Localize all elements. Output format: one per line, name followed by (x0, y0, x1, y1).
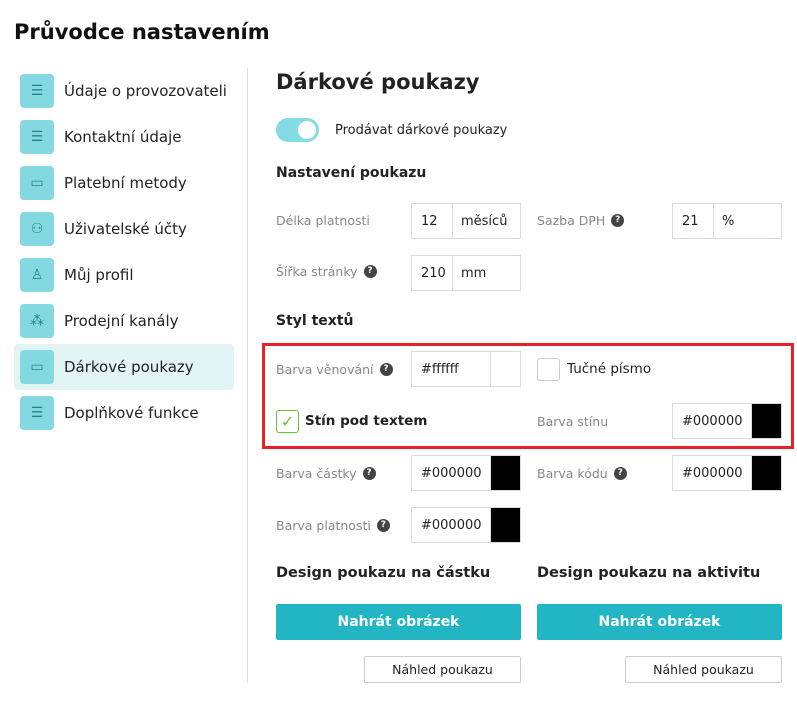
amount-color-field[interactable]: #000000 (411, 455, 521, 491)
shadow-color-label: Barva stínu (537, 414, 609, 429)
validity-color-field[interactable]: #000000 (411, 507, 521, 543)
color-swatch[interactable] (490, 508, 520, 542)
sidebar-item-label: Kontaktní údaje (64, 128, 182, 146)
sidebar-item-label: Platební metody (64, 174, 187, 192)
user-icon: ♙ (20, 258, 54, 292)
sidebar-item-label: Prodejní kanály (64, 312, 179, 330)
sidebar-item-label: Můj profil (64, 266, 134, 284)
text-shadow-checkbox[interactable]: ✓ (276, 410, 299, 433)
sidebar-item[interactable]: ▭ Platební metody (14, 160, 234, 206)
check-icon: ✓ (280, 412, 295, 431)
help-icon[interactable]: ? (363, 265, 377, 278)
wallet-icon: ▭ (20, 166, 54, 200)
validity-color-label: Barva platnosti? (276, 518, 390, 533)
highlight-box (262, 343, 794, 449)
vat-field[interactable]: 21% (672, 203, 782, 239)
preview-activity-button[interactable]: Náhled poukazu (625, 656, 782, 683)
sidebar-item[interactable]: ⁂ Prodejní kanály (14, 298, 234, 344)
bold-font-checkbox[interactable] (537, 358, 560, 381)
wallet-icon: ▭ (20, 350, 54, 384)
help-icon[interactable]: ? (379, 363, 393, 376)
page-title: Průvodce nastavením (14, 20, 270, 44)
sell-vouchers-label: Prodávat dárkové poukazy (335, 123, 508, 138)
sidebar-item[interactable]: ▭ Dárkové poukazy (14, 344, 234, 390)
sidebar-item-label: Dárkové poukazy (64, 358, 194, 376)
color-swatch[interactable] (490, 352, 520, 386)
settings-sliders-icon: ☰ (20, 120, 54, 154)
validity-field[interactable]: 12 měsíců (411, 203, 521, 239)
upload-activity-button[interactable]: Nahrát obrázek (537, 604, 782, 640)
settings-sliders-icon: ☰ (20, 74, 54, 108)
sidebar-item-label: Doplňkové funkce (64, 404, 199, 422)
design-amount-heading: Design poukazu na částku (276, 565, 491, 581)
color-swatch[interactable] (751, 456, 781, 490)
help-icon[interactable]: ? (362, 467, 376, 480)
style-heading: Styl textů (276, 313, 354, 329)
help-icon[interactable]: ? (613, 467, 627, 480)
design-activity-heading: Design poukazu na aktivitu (537, 565, 761, 581)
network-icon: ⁂ (20, 304, 54, 338)
preview-amount-button[interactable]: Náhled poukazu (364, 656, 521, 683)
upload-amount-button[interactable]: Nahrát obrázek (276, 604, 521, 640)
shadow-color-field[interactable]: #000000 (672, 403, 782, 439)
code-color-field[interactable]: #000000 (672, 455, 782, 491)
page-width-label: Šířka stránky? (276, 264, 377, 279)
divider (247, 68, 248, 683)
sidebar-item[interactable]: ☰ Kontaktní údaje (14, 114, 234, 160)
help-icon[interactable]: ? (376, 519, 390, 532)
bold-font-label: Tučné písmo (567, 361, 652, 377)
amount-color-label: Barva částky? (276, 466, 376, 481)
sidebar-item[interactable]: ⚇ Uživatelské účty (14, 206, 234, 252)
help-icon[interactable]: ? (611, 214, 625, 227)
sidebar-item[interactable]: ☰ Údaje o provozovateli (14, 68, 234, 114)
settings-heading: Nastavení poukazu (276, 165, 427, 181)
page-width-field[interactable]: 210 mm (411, 255, 521, 291)
color-swatch[interactable] (751, 404, 781, 438)
sell-vouchers-toggle[interactable] (276, 118, 319, 142)
sidebar-item[interactable]: ☰ Doplňkové funkce (14, 390, 234, 436)
settings-sliders-icon: ☰ (20, 396, 54, 430)
vat-label: Sazba DPH? (537, 213, 625, 228)
sidebar-item-label: Uživatelské účty (64, 220, 187, 238)
validity-label: Délka platnosti (276, 213, 370, 228)
dedication-color-field[interactable]: #ffffff (411, 351, 521, 387)
sidebar-item-label: Údaje o provozovateli (64, 82, 227, 100)
dedication-color-label: Barva věnování? (276, 362, 393, 377)
sidebar-item[interactable]: ♙ Můj profil (14, 252, 234, 298)
code-color-label: Barva kódu? (537, 466, 627, 481)
section-title: Dárkové poukazy (276, 70, 480, 94)
color-swatch[interactable] (490, 456, 520, 490)
text-shadow-label: Stín pod textem (305, 413, 428, 429)
users-icon: ⚇ (20, 212, 54, 246)
